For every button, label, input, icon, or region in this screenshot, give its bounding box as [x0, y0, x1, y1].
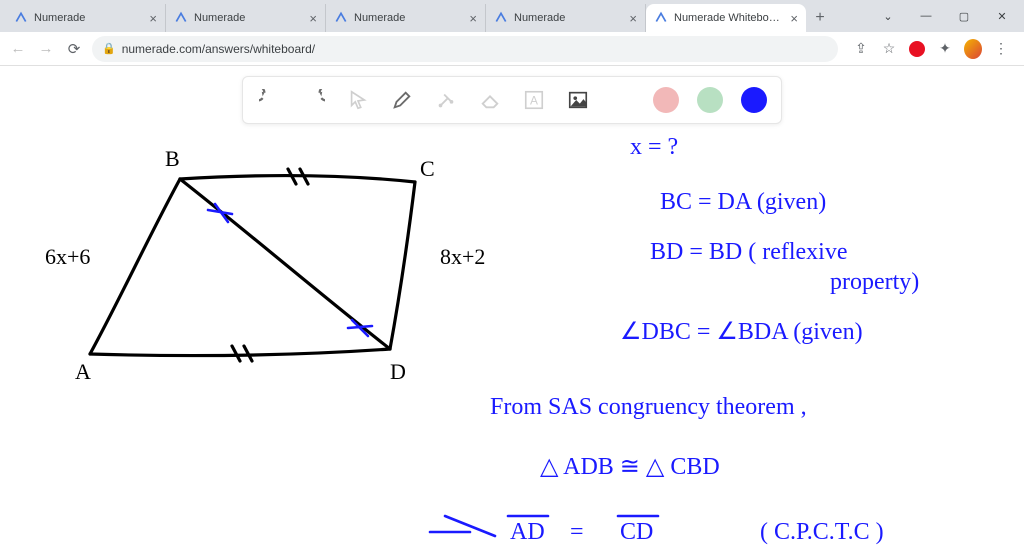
- close-icon[interactable]: ×: [790, 11, 798, 26]
- share-icon[interactable]: ⇪: [852, 40, 870, 58]
- pen-tool[interactable]: [389, 87, 415, 113]
- note-line6: △ ADB ≅ △ CBD: [540, 454, 720, 480]
- color-gray[interactable]: [609, 87, 635, 113]
- browser-tab[interactable]: Numerade ×: [6, 4, 166, 32]
- color-blue[interactable]: [741, 87, 767, 113]
- tools-icon[interactable]: [433, 87, 459, 113]
- note-line7a: AD: [510, 519, 545, 545]
- note-line4: ∠DBC = ∠BDA (given): [620, 319, 863, 345]
- whiteboard-toolbar: A: [242, 76, 782, 124]
- eraser-tool[interactable]: [477, 87, 503, 113]
- close-icon[interactable]: ×: [629, 11, 637, 26]
- label-A: A: [75, 359, 91, 384]
- maximize-button[interactable]: ▢: [946, 4, 982, 28]
- label-C: C: [420, 156, 435, 181]
- bookmark-icon[interactable]: ☆: [880, 40, 898, 58]
- menu-icon[interactable]: ⋮: [992, 40, 1010, 58]
- whiteboard-toolbar-wrap: A: [0, 66, 1024, 124]
- close-window-button[interactable]: ✕: [984, 4, 1020, 28]
- close-icon[interactable]: ×: [309, 11, 317, 26]
- label-B: B: [165, 146, 180, 171]
- new-tab-button[interactable]: +: [806, 4, 834, 32]
- url-input[interactable]: 🔒 numerade.com/answers/whiteboard/: [92, 36, 838, 62]
- avatar[interactable]: [964, 40, 982, 58]
- browser-tab-strip: Numerade × Numerade × Numerade × Numerad…: [0, 0, 1024, 32]
- note-line1: x = ?: [630, 134, 678, 160]
- svg-text:A: A: [530, 94, 538, 108]
- label-left-side: 6x+6: [45, 244, 90, 269]
- favicon-icon: [14, 11, 28, 25]
- close-icon[interactable]: ×: [149, 11, 157, 26]
- svg-text:=: =: [570, 519, 584, 545]
- reload-button[interactable]: ⟳: [64, 39, 84, 59]
- tab-title: Numerade: [194, 12, 303, 24]
- undo-button[interactable]: [257, 87, 283, 113]
- tab-title: Numerade Whiteboard: [674, 12, 784, 24]
- extensions-icon[interactable]: ✦: [936, 40, 954, 58]
- tab-title: Numerade: [34, 12, 143, 24]
- browser-tab[interactable]: Numerade ×: [326, 4, 486, 32]
- note-line3: BD = BD ( reflexive: [650, 239, 847, 265]
- close-icon[interactable]: ×: [469, 11, 477, 26]
- browser-tab[interactable]: Numerade ×: [166, 4, 326, 32]
- label-right-side: 8x+2: [440, 244, 485, 269]
- back-button[interactable]: ←: [8, 39, 28, 59]
- label-D: D: [390, 359, 406, 384]
- minimize-button[interactable]: ―: [908, 4, 944, 28]
- chevron-down-icon[interactable]: ⌄: [870, 4, 906, 28]
- color-pink[interactable]: [653, 87, 679, 113]
- window-controls: ⌄ ― ▢ ✕: [870, 0, 1024, 32]
- browser-right-icons: ⇪ ☆ ✦ ⋮: [846, 40, 1016, 58]
- tab-title: Numerade: [354, 12, 463, 24]
- favicon-icon: [494, 11, 508, 25]
- lock-icon: 🔒: [102, 42, 116, 55]
- pointer-tool[interactable]: [345, 87, 371, 113]
- note-line2: BC = DA (given): [660, 189, 826, 215]
- redo-button[interactable]: [301, 87, 327, 113]
- note-line7b: CD: [620, 519, 653, 545]
- note-line7c: ( C.P.C.T.C ): [760, 519, 884, 545]
- favicon-icon: [654, 11, 668, 25]
- note-line5: From SAS congruency theorem ,: [490, 394, 807, 420]
- opera-icon[interactable]: [908, 40, 926, 58]
- favicon-icon: [174, 11, 188, 25]
- url-text: numerade.com/answers/whiteboard/: [122, 42, 315, 56]
- text-tool[interactable]: A: [521, 87, 547, 113]
- address-bar: ← → ⟳ 🔒 numerade.com/answers/whiteboard/…: [0, 32, 1024, 66]
- color-green[interactable]: [697, 87, 723, 113]
- note-line3b: property): [830, 269, 919, 295]
- forward-button[interactable]: →: [36, 39, 56, 59]
- browser-tab-active[interactable]: Numerade Whiteboard ×: [646, 4, 806, 32]
- browser-tab[interactable]: Numerade ×: [486, 4, 646, 32]
- favicon-icon: [334, 11, 348, 25]
- tab-title: Numerade: [514, 12, 623, 24]
- image-tool[interactable]: [565, 87, 591, 113]
- whiteboard-canvas[interactable]: A B C D 6x+6 8x+2 x = ? BC = DA (given) …: [0, 124, 1024, 550]
